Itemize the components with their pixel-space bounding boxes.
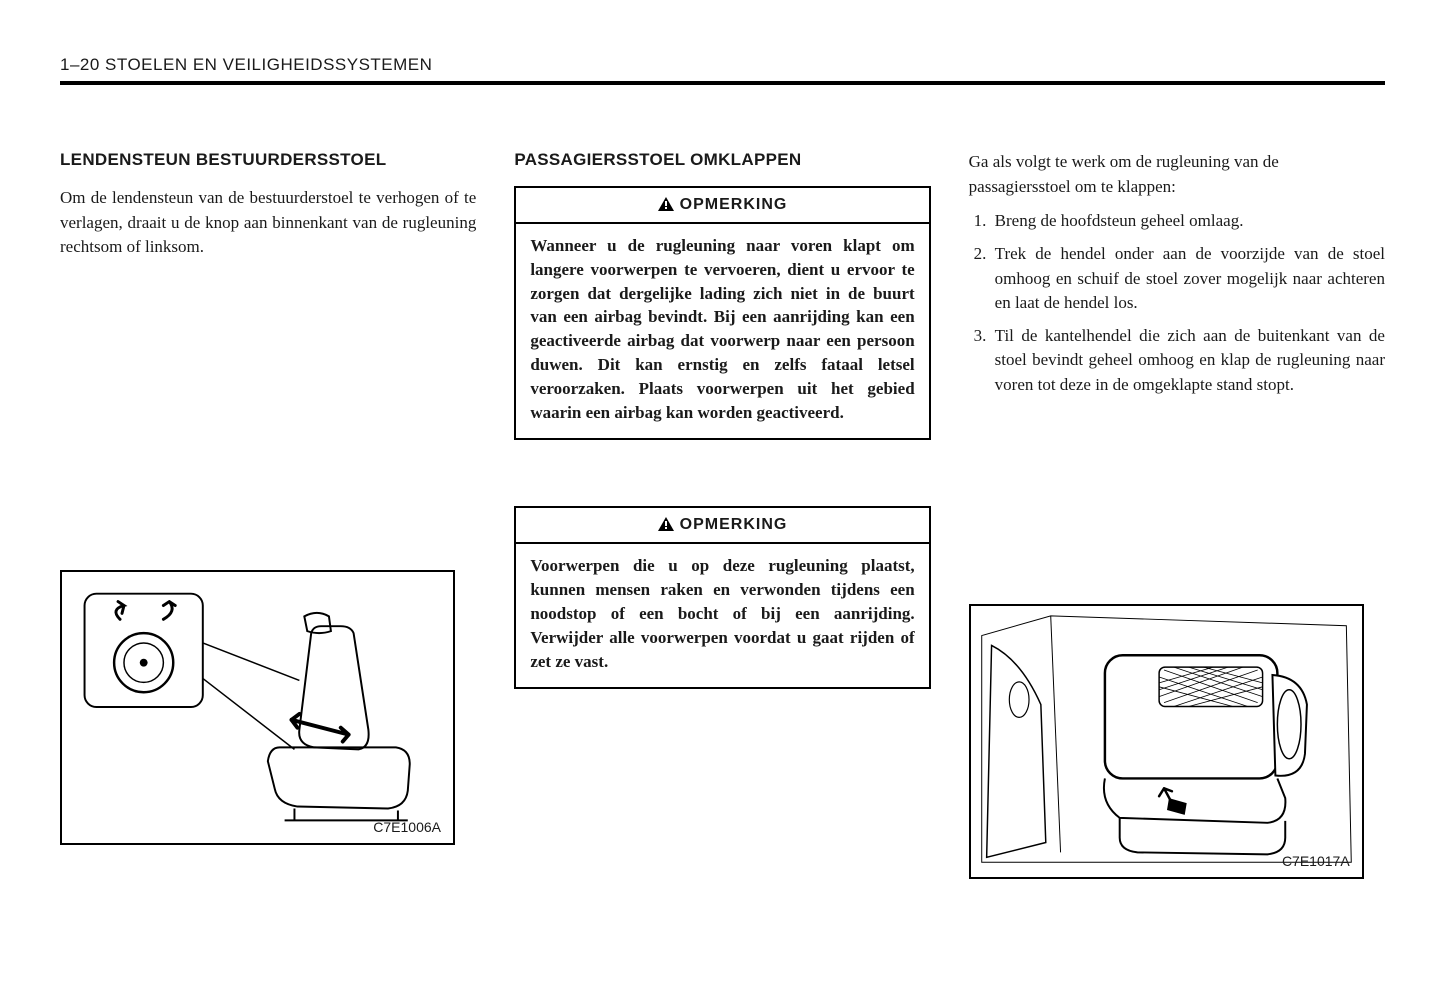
notice-body-2: Voorwerpen die u op deze rugleuning plaa… xyxy=(516,544,928,687)
heading-lendensteun: LENDENSTEUN BESTUURDERSSTOEL xyxy=(60,150,476,170)
column-3: Ga als volgt te werk om de rugleuning va… xyxy=(969,150,1385,879)
column-1: LENDENSTEUN BESTUURDERSSTOEL Om de lende… xyxy=(60,150,476,879)
page-header: 1–20 STOELEN EN VEILIGHEIDSSYSTEMEN xyxy=(60,55,1385,75)
notice-box-1: OPMERKING Wanneer u de rugleuning naar v… xyxy=(514,186,930,440)
figure-lumbar-knob: C7E1006A xyxy=(60,570,455,845)
figure-fold-seat: C7E1017A xyxy=(969,604,1364,879)
step-item: Til de kantelhendel die zich aan de buit… xyxy=(991,324,1385,398)
notice-title-1: OPMERKING xyxy=(680,196,788,213)
header-rule xyxy=(60,81,1385,85)
notice-body-1: Wanneer u de rugleuning naar voren klapt… xyxy=(516,224,928,438)
warning-icon xyxy=(658,197,674,216)
notice-header-2: OPMERKING xyxy=(516,508,928,544)
figure-code-right: C7E1017A xyxy=(1282,853,1350,869)
step-item: Breng de hoofdsteun geheel omlaag. xyxy=(991,209,1385,234)
seat-fold-illustration xyxy=(971,606,1362,877)
warning-icon xyxy=(658,517,674,536)
content-columns: LENDENSTEUN BESTUURDERSSTOEL Om de lende… xyxy=(60,150,1385,879)
notice-header-1: OPMERKING xyxy=(516,188,928,224)
paragraph-lendensteun: Om de lendensteun van de bestuurderstoel… xyxy=(60,186,476,260)
steps-list: Breng de hoofdsteun geheel omlaag. Trek … xyxy=(969,209,1385,397)
heading-passagiersstoel: PASSAGIERSSTOEL OMKLAPPEN xyxy=(514,150,930,170)
notice-box-2: OPMERKING Voorwerpen die u op deze rugle… xyxy=(514,506,930,689)
column-2: PASSAGIERSSTOEL OMKLAPPEN OPMERKING Wann… xyxy=(514,150,930,879)
seat-knob-illustration xyxy=(62,572,453,843)
intro-text: Ga als volgt te werk om de rugleuning va… xyxy=(969,150,1385,199)
figure-code-left: C7E1006A xyxy=(373,819,441,835)
step-item: Trek de hendel onder aan de voorzijde va… xyxy=(991,242,1385,316)
notice-title-2: OPMERKING xyxy=(680,516,788,533)
